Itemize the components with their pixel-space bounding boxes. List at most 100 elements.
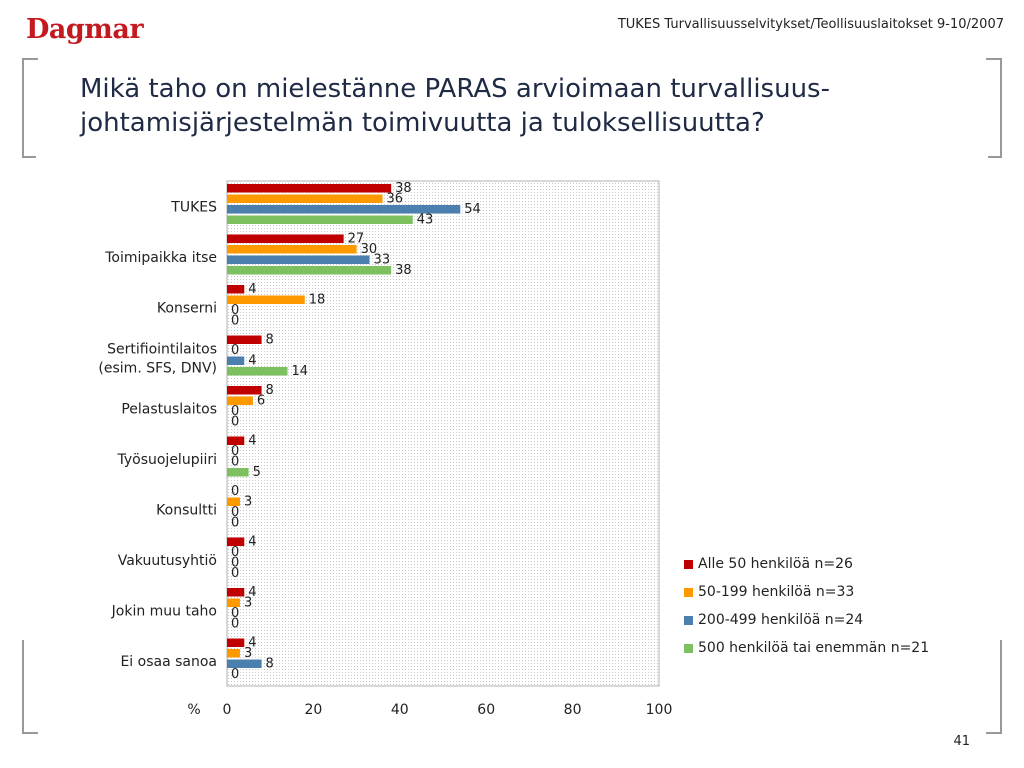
data-label: 43	[417, 213, 434, 228]
data-label: 3	[244, 596, 252, 611]
bar-8-1	[227, 598, 240, 607]
data-label: 0	[231, 516, 239, 531]
data-label: 14	[291, 364, 308, 379]
bar-3-3	[227, 367, 288, 376]
legend-item: 50-199 henkilöä n=33	[684, 578, 929, 606]
bar-0-3	[227, 215, 413, 224]
bar-2-1	[227, 295, 305, 304]
dagmar-logo: Dagmar	[26, 14, 144, 45]
data-label: 5	[253, 465, 261, 480]
frame-corner-top-left	[22, 58, 38, 158]
data-label: 27	[348, 232, 365, 247]
data-label: 0	[231, 415, 239, 430]
data-label: 3	[244, 495, 252, 510]
x-tick-label: 100	[646, 702, 673, 718]
data-label: 4	[248, 282, 256, 297]
data-label: 0	[231, 505, 239, 520]
frame-tick-right	[988, 156, 1002, 158]
frame-tick-left	[22, 156, 36, 158]
legend-label: Alle 50 henkilöä n=26	[698, 556, 853, 572]
data-label: 4	[248, 585, 256, 600]
data-label: 0	[231, 343, 239, 358]
data-label: 18	[309, 293, 326, 308]
legend-item: 500 henkilöä tai enemmän n=21	[684, 634, 929, 662]
bar-3-2	[227, 356, 245, 365]
legend-swatch	[684, 559, 693, 569]
chart-legend: Alle 50 henkilöä n=26 50-199 henkilöä n=3…	[684, 550, 929, 662]
data-label: 0	[231, 455, 239, 470]
header-caption: TUKES Turvallisuusselvitykset/Teollisuus…	[617, 17, 1004, 32]
x-tick-label: 80	[564, 702, 582, 718]
bar-3-0	[227, 335, 262, 344]
bar-7-0	[227, 537, 245, 546]
data-label: 0	[231, 404, 239, 419]
legend-label: 200-499 henkilöä n=24	[698, 612, 864, 628]
legend-label: 500 henkilöä tai enemmän n=21	[698, 640, 930, 656]
data-label: 0	[231, 484, 239, 499]
category-label: Jokin muu taho	[111, 603, 217, 619]
bar-9-2	[227, 659, 262, 668]
bar-0-0	[227, 184, 392, 193]
category-label: Sertifiointilaitos	[107, 341, 217, 357]
bar-0-2	[227, 205, 461, 214]
data-label: 4	[248, 434, 256, 449]
x-axis-unit-label: %	[187, 702, 200, 718]
bar-1-3	[227, 266, 392, 275]
data-label: 38	[395, 263, 412, 278]
data-label: 54	[464, 202, 481, 217]
category-label: Työsuojelupiiri	[116, 452, 217, 468]
frame-corner-top-right	[986, 58, 1002, 158]
category-label: Vakuutusyhtiö	[118, 553, 217, 569]
x-tick-label: 60	[477, 702, 495, 718]
x-tick-label: 20	[304, 702, 322, 718]
legend-label: 50-199 henkilöä n=33	[698, 584, 855, 600]
legend-swatch	[684, 587, 693, 597]
data-label: 8	[266, 333, 274, 348]
plot-area	[226, 180, 660, 687]
bar-1-2	[227, 255, 370, 264]
category-label: Konserni	[157, 300, 217, 316]
legend-swatch	[684, 643, 693, 653]
bar-4-0	[227, 386, 262, 395]
data-label: 0	[231, 556, 239, 571]
category-label: Ei osaa sanoa	[120, 654, 217, 670]
category-label: (esim. SFS, DNV)	[98, 360, 217, 376]
bar-1-0	[227, 234, 344, 243]
data-label: 33	[374, 253, 391, 268]
bar-9-1	[227, 649, 240, 658]
data-label: 0	[231, 667, 239, 682]
data-label: 38	[395, 181, 412, 196]
page-number: 41	[953, 734, 970, 749]
bar-6-1	[227, 497, 240, 506]
legend-item: Alle 50 henkilöä n=26	[684, 550, 929, 578]
data-label: 0	[231, 606, 239, 621]
bar-2-0	[227, 285, 245, 294]
bar-5-3	[227, 468, 249, 477]
data-label: 3	[244, 646, 252, 661]
bar-4-1	[227, 396, 253, 405]
data-label: 4	[248, 354, 256, 369]
data-label: 4	[248, 636, 256, 651]
data-label: 0	[231, 545, 239, 560]
frame-corner-bottom-right	[986, 640, 1002, 734]
data-label: 0	[231, 303, 239, 318]
legend-swatch	[684, 615, 693, 625]
data-label: 0	[231, 566, 239, 581]
data-label: 8	[266, 657, 274, 672]
legend-item: 200-499 henkilöä n=24	[684, 606, 929, 634]
bar-8-0	[227, 588, 245, 597]
x-tick-label: 0	[223, 702, 232, 718]
page-title: Mikä taho on mielestänne PARAS arvioimaa…	[80, 74, 830, 138]
category-label: TUKES	[170, 199, 217, 215]
category-label: Konsultti	[156, 502, 217, 518]
frame-corner-bottom-left	[22, 640, 38, 734]
data-label: 8	[266, 383, 274, 398]
bar-5-0	[227, 436, 245, 445]
bar-0-1	[227, 194, 383, 203]
data-label: 0	[231, 444, 239, 459]
category-label: Pelastuslaitos	[121, 401, 217, 417]
data-label: 36	[387, 192, 404, 207]
data-label: 4	[248, 535, 256, 550]
x-tick-label: 40	[391, 702, 409, 718]
